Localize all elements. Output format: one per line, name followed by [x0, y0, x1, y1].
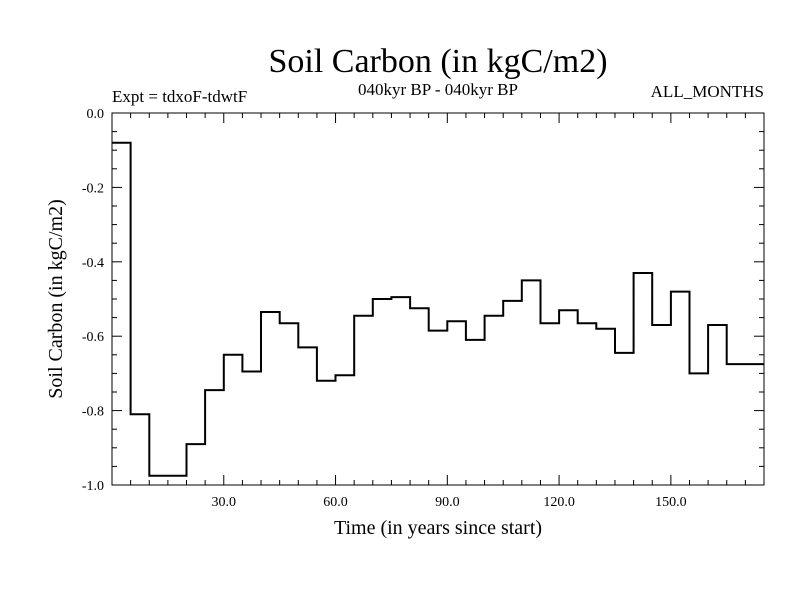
- experiment-label: Expt = tdxoF-tdwtF: [112, 87, 247, 106]
- y-tick-label: -0.4: [82, 256, 104, 271]
- tick-labels: 30.0 60.0 90.0 120.0 150.0 0.0 -0.2 -0.4 -0.6 -0.…: [82, 107, 687, 510]
- y-tick-label: -1.0: [82, 479, 104, 494]
- period-label: 040kyr BP - 040kyr BP: [358, 80, 518, 99]
- chart-title: Soil Carbon (in kgC/m2): [268, 43, 607, 80]
- y-tick-label: 0.0: [87, 107, 105, 122]
- months-label: ALL_MONTHS: [651, 82, 764, 101]
- x-tick-label: 90.0: [435, 495, 460, 510]
- x-tick-label: 150.0: [655, 495, 687, 510]
- y-axis-label: Soil Carbon (in kgC/m2): [45, 199, 67, 398]
- tick-marks: [112, 113, 764, 485]
- x-tick-label: 30.0: [212, 495, 237, 510]
- y-tick-label: -0.8: [82, 405, 104, 420]
- y-tick-label: -0.2: [82, 181, 104, 196]
- x-tick-label: 60.0: [323, 495, 348, 510]
- x-axis-label: Time (in years since start): [334, 517, 542, 539]
- soil-carbon-series-line: [112, 141, 764, 477]
- y-tick-label: -0.6: [82, 330, 104, 345]
- x-tick-label: 120.0: [543, 495, 575, 510]
- plot-frame: [111, 112, 765, 486]
